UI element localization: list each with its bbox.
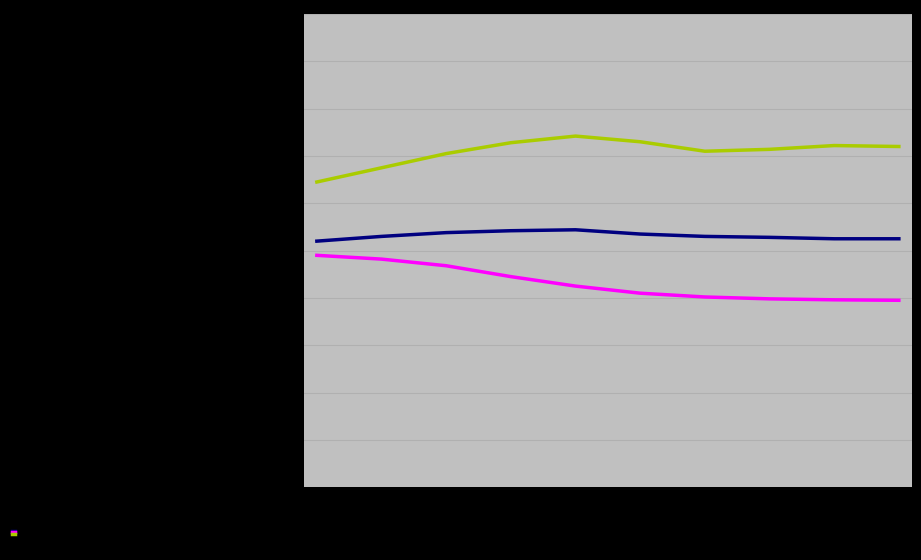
Legend: , , : , , bbox=[12, 530, 15, 534]
